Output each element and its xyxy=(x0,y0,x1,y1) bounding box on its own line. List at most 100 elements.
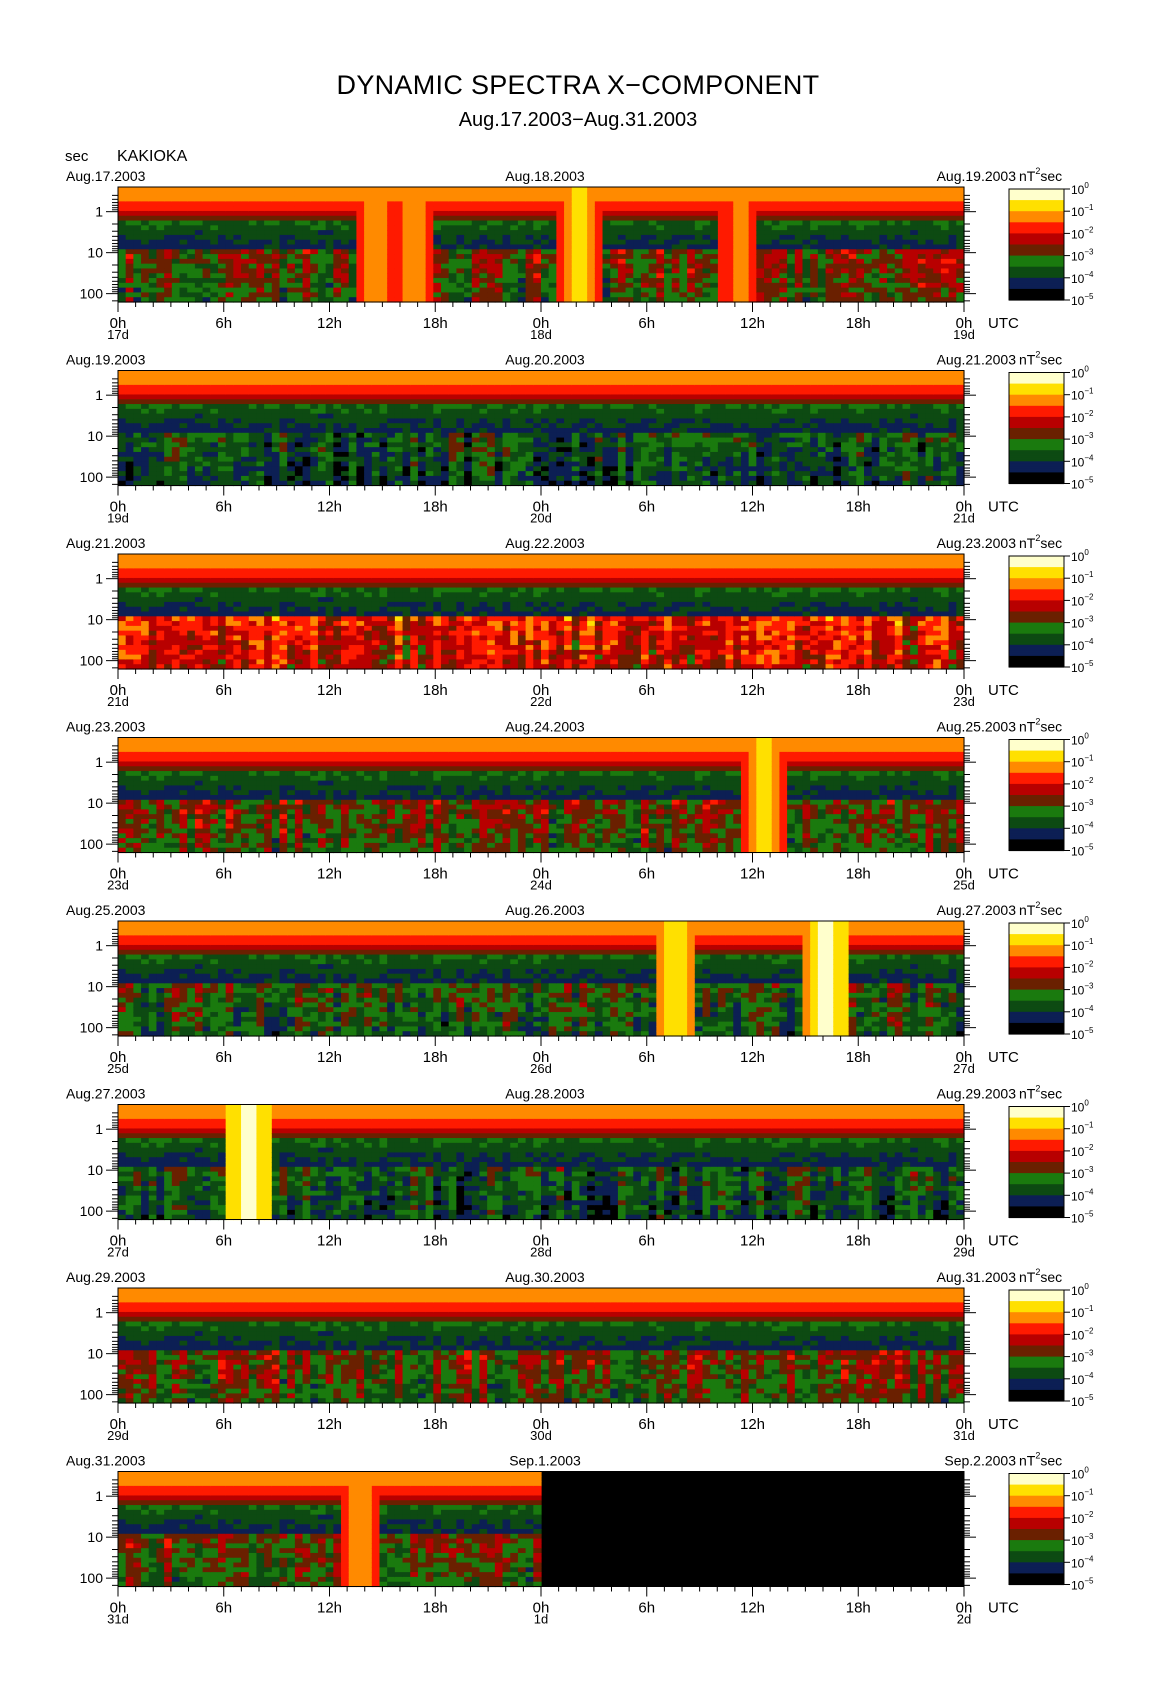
heatmap-cell xyxy=(456,380,464,385)
heatmap-cell xyxy=(679,230,687,235)
heatmap-cell xyxy=(372,404,380,409)
heatmap-cell xyxy=(741,288,749,293)
heatmap-cell xyxy=(372,399,380,404)
heatmap-cell xyxy=(672,278,680,283)
heatmap-cell xyxy=(872,235,880,240)
heatmap-cell xyxy=(364,418,372,423)
heatmap-cell xyxy=(403,399,411,404)
heatmap-cell xyxy=(264,230,272,235)
heatmap-cell xyxy=(418,375,426,380)
heatmap-cell xyxy=(326,216,334,221)
heatmap-cell xyxy=(441,288,449,293)
heatmap-cell xyxy=(272,371,280,376)
heatmap-cell xyxy=(872,292,880,297)
heatmap-cell xyxy=(926,283,934,288)
heatmap-cell xyxy=(864,221,872,226)
heatmap-cell xyxy=(633,278,641,283)
heatmap-cell xyxy=(479,452,487,457)
heatmap-cell xyxy=(333,375,341,380)
heatmap-cell xyxy=(464,288,472,293)
heatmap-cell xyxy=(218,249,226,254)
heatmap-cell xyxy=(280,423,288,428)
heatmap-cell xyxy=(564,206,572,211)
heatmap-cell xyxy=(441,206,449,211)
heatmap-cell xyxy=(772,283,780,288)
heatmap-cell xyxy=(818,187,826,192)
heatmap-cell xyxy=(341,409,349,414)
heatmap-cell xyxy=(933,192,941,197)
heatmap-cell xyxy=(395,385,403,390)
heatmap-cell xyxy=(687,452,695,457)
heatmap-cell xyxy=(656,471,664,476)
heatmap-cell xyxy=(395,221,403,226)
heatmap-cell xyxy=(379,423,387,428)
heatmap-cell xyxy=(879,235,887,240)
heatmap-cell xyxy=(418,240,426,245)
heatmap-cell xyxy=(395,442,403,447)
heatmap-cell xyxy=(710,259,718,264)
heatmap-cell xyxy=(518,394,526,399)
heatmap-cell xyxy=(656,211,664,216)
heatmap-cell xyxy=(564,240,572,245)
heatmap-cell xyxy=(741,452,749,457)
heatmap-cell xyxy=(379,211,387,216)
heatmap-cell xyxy=(679,245,687,250)
heatmap-cell xyxy=(587,197,595,202)
heatmap-cell xyxy=(272,442,280,447)
heatmap-cell xyxy=(887,268,895,273)
heatmap-cell xyxy=(610,390,618,395)
heatmap-cell xyxy=(756,230,764,235)
heatmap-cell xyxy=(503,230,511,235)
heatmap-cell xyxy=(280,240,288,245)
heatmap-cell xyxy=(603,221,611,226)
heatmap-cell xyxy=(410,211,418,216)
heatmap-cell xyxy=(756,273,764,278)
heatmap-cell xyxy=(449,428,457,433)
heatmap-cell xyxy=(733,433,741,438)
heatmap-cell xyxy=(310,371,318,376)
heatmap-cell xyxy=(764,457,772,462)
heatmap-cell xyxy=(287,423,295,428)
heatmap-cell xyxy=(164,418,172,423)
heatmap-cell xyxy=(926,268,934,273)
heatmap-cell xyxy=(733,404,741,409)
heatmap-cell xyxy=(856,245,864,250)
heatmap-cell xyxy=(118,225,126,230)
heatmap-cell xyxy=(333,471,341,476)
heatmap-cell xyxy=(802,187,810,192)
heatmap-cell xyxy=(272,380,280,385)
heatmap-cell xyxy=(595,221,603,226)
heatmap-cell xyxy=(618,211,626,216)
heatmap-cell xyxy=(887,216,895,221)
heatmap-cell xyxy=(787,423,795,428)
heatmap-cell xyxy=(195,240,203,245)
heatmap-cell xyxy=(318,390,326,395)
heatmap-cell xyxy=(495,216,503,221)
heatmap-cell xyxy=(333,197,341,202)
heatmap-cell xyxy=(902,259,910,264)
heatmap-cell xyxy=(833,283,841,288)
heatmap-cell xyxy=(395,268,403,273)
heatmap-cell xyxy=(249,476,257,481)
heatmap-cell xyxy=(895,187,903,192)
heatmap-cell xyxy=(664,264,672,269)
heatmap-cell xyxy=(318,249,326,254)
heatmap-cell xyxy=(180,442,188,447)
heatmap-cell xyxy=(326,264,334,269)
heatmap-cell xyxy=(310,259,318,264)
heatmap-cell xyxy=(572,462,580,467)
heatmap-cell xyxy=(426,385,434,390)
heatmap-cell xyxy=(841,283,849,288)
heatmap-cell xyxy=(772,221,780,226)
heatmap-cell xyxy=(595,433,603,438)
heatmap-cell xyxy=(718,259,726,264)
heatmap-cell xyxy=(818,254,826,259)
heatmap-cell xyxy=(287,292,295,297)
heatmap-cell xyxy=(372,211,380,216)
heatmap-cell xyxy=(464,433,472,438)
heatmap-cell xyxy=(264,206,272,211)
heatmap-cell xyxy=(472,235,480,240)
heatmap-cell xyxy=(203,206,211,211)
heatmap-cell xyxy=(326,438,334,443)
heatmap-cell xyxy=(656,418,664,423)
